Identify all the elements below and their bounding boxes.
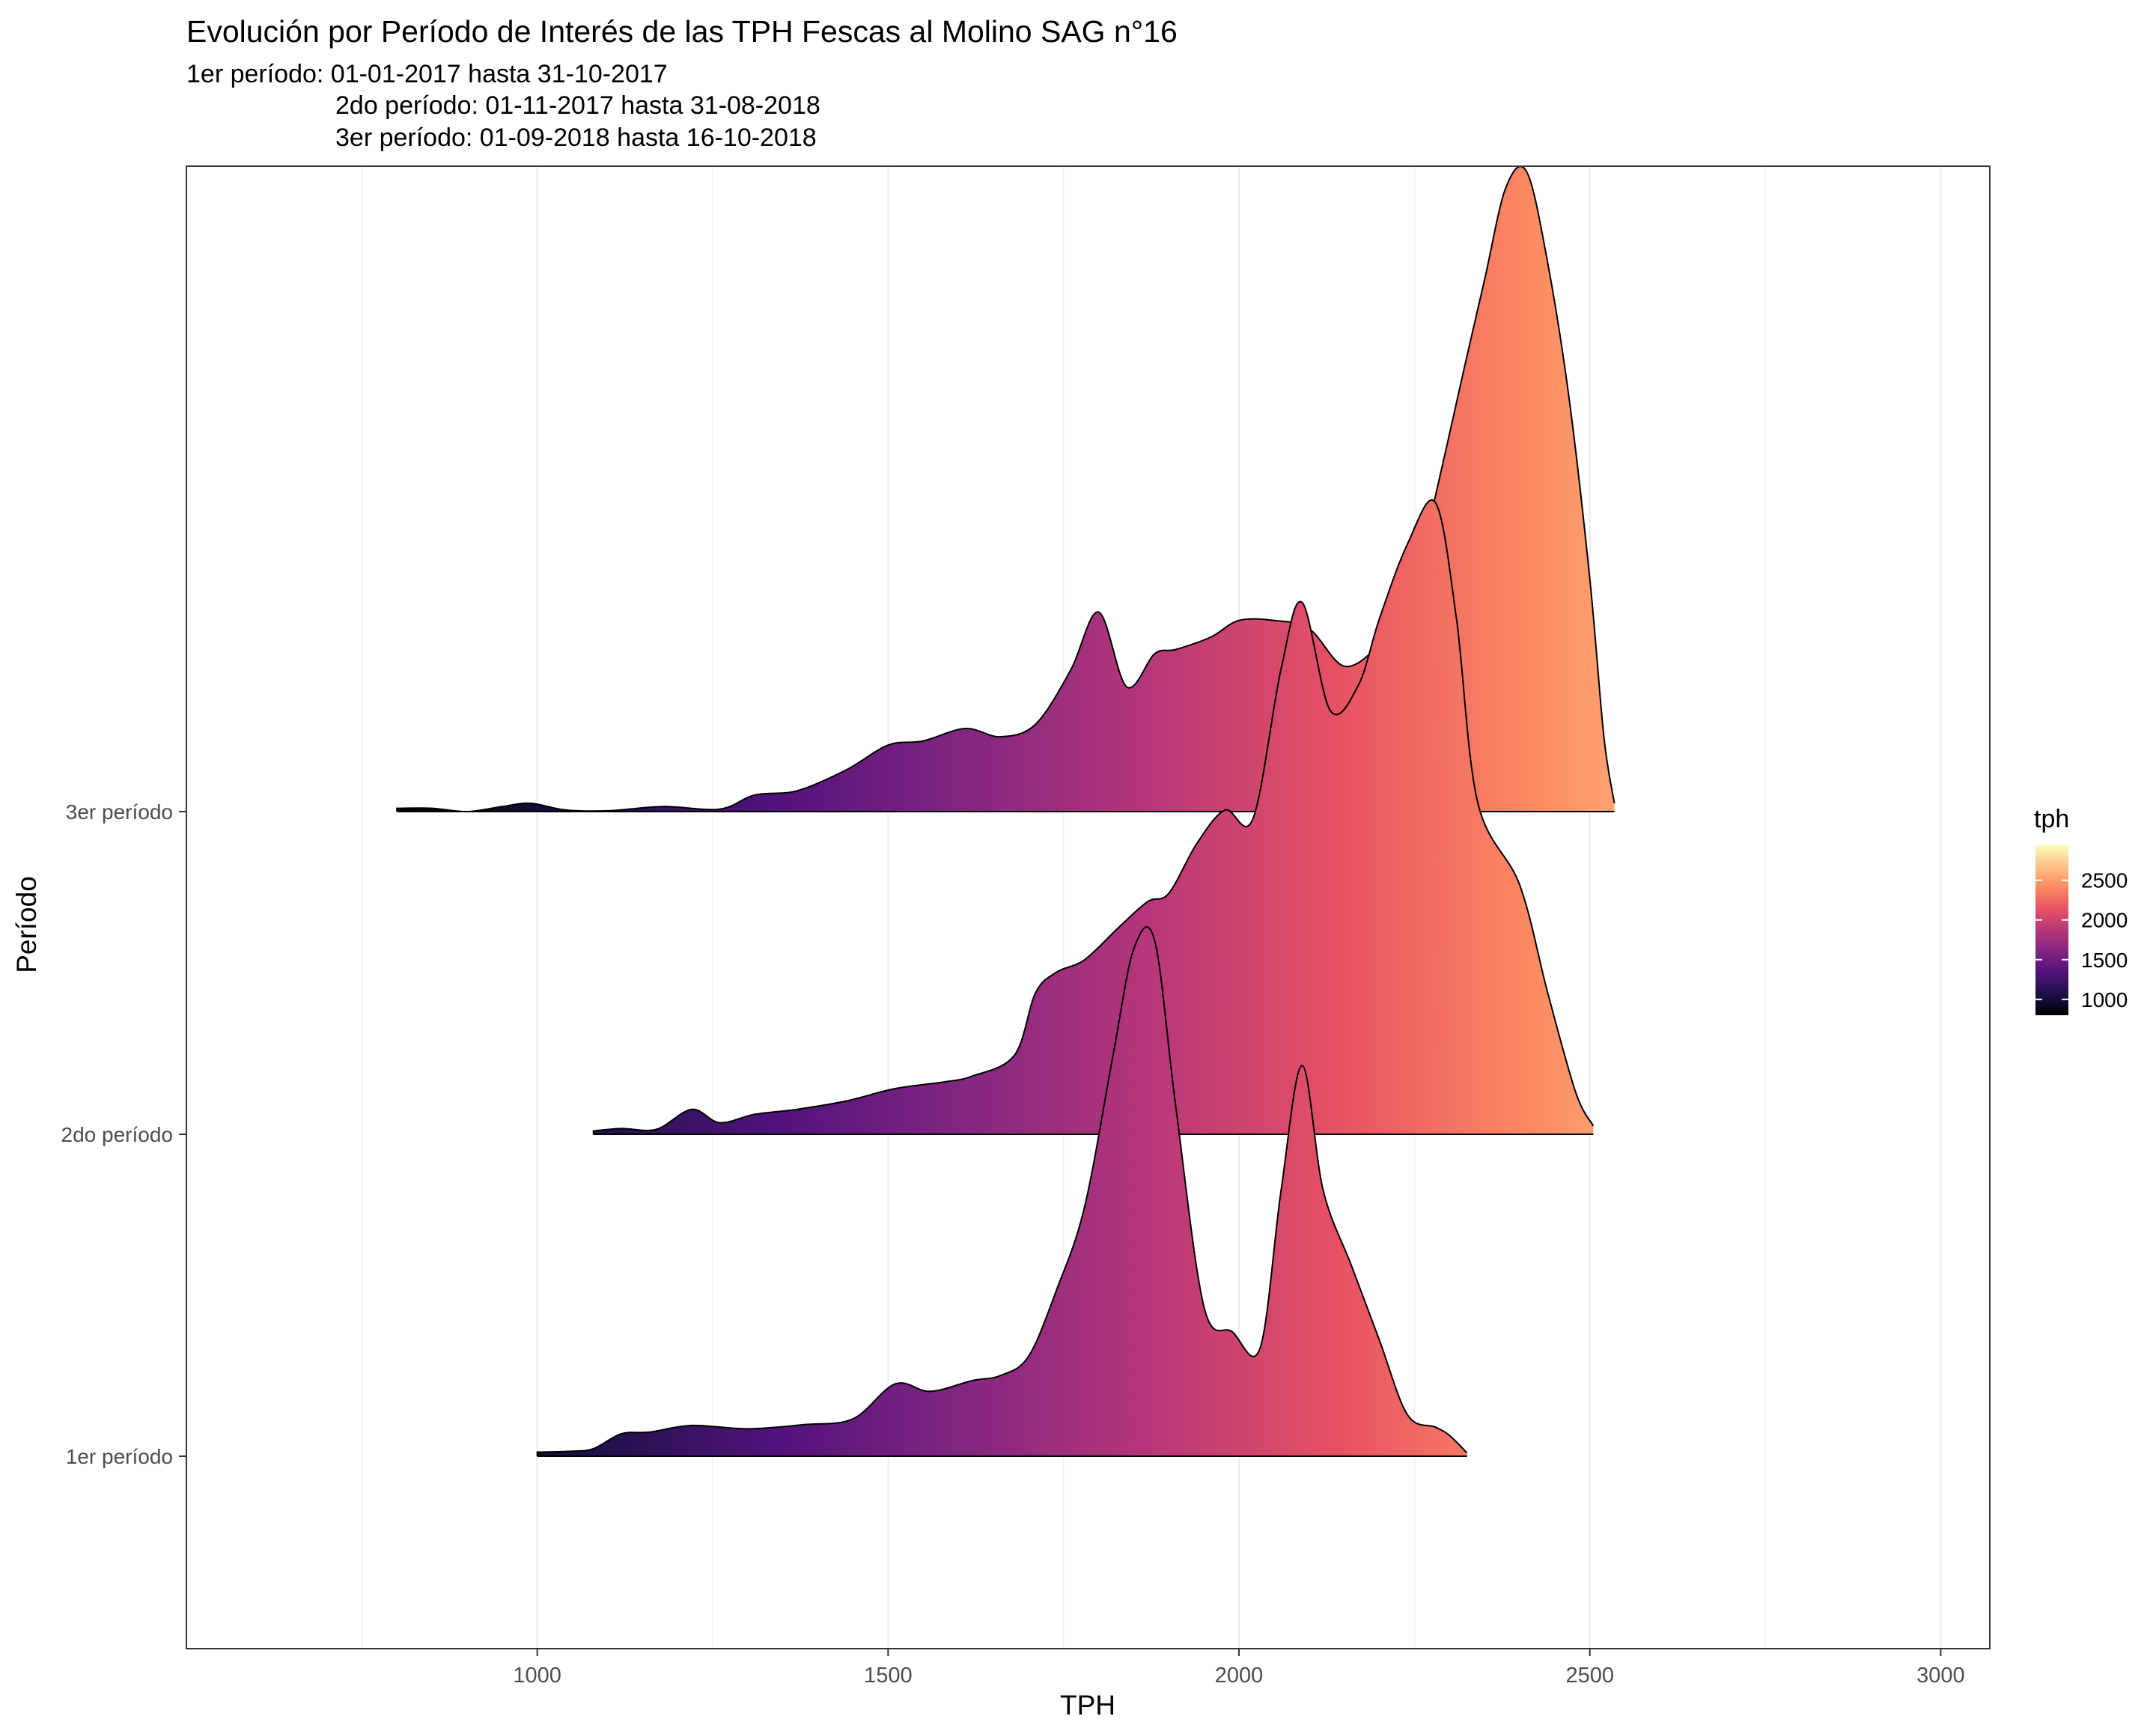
y-axis-title: Período	[11, 876, 42, 973]
x-tick-label: 2000	[1215, 1664, 1264, 1688]
legend-tick-label: 2500	[2081, 869, 2128, 892]
y-tick-label: 1er período	[66, 1445, 173, 1468]
chart-subtitle-line-2: 2do período: 01-11-2017 hasta 31-08-2018	[335, 91, 820, 120]
x-tick-label: 1500	[864, 1664, 913, 1688]
chart-subtitle-line-3: 3er período: 01-09-2018 hasta 16-10-2018	[335, 124, 817, 152]
legend-tick-label: 1500	[2081, 949, 2128, 972]
x-axis-title: TPH	[1060, 1690, 1115, 1721]
legend-colorbar	[2035, 845, 2068, 1015]
x-tick-label: 3000	[1916, 1664, 1965, 1688]
chart-subtitle-line-1: 1er período: 01-01-2017 hasta 31-10-2017	[186, 60, 668, 88]
x-tick-label: 2500	[1565, 1664, 1614, 1688]
chart-title: Evolución por Período de Interés de las …	[186, 14, 1178, 49]
y-tick-label: 2do período	[61, 1123, 173, 1146]
legend-tick-label: 1000	[2081, 988, 2128, 1011]
y-tick-label: 3er período	[66, 800, 173, 824]
legend-tick-label: 2000	[2081, 909, 2128, 932]
x-tick-label: 1000	[513, 1664, 561, 1688]
legend-title: tph	[2034, 805, 2069, 833]
